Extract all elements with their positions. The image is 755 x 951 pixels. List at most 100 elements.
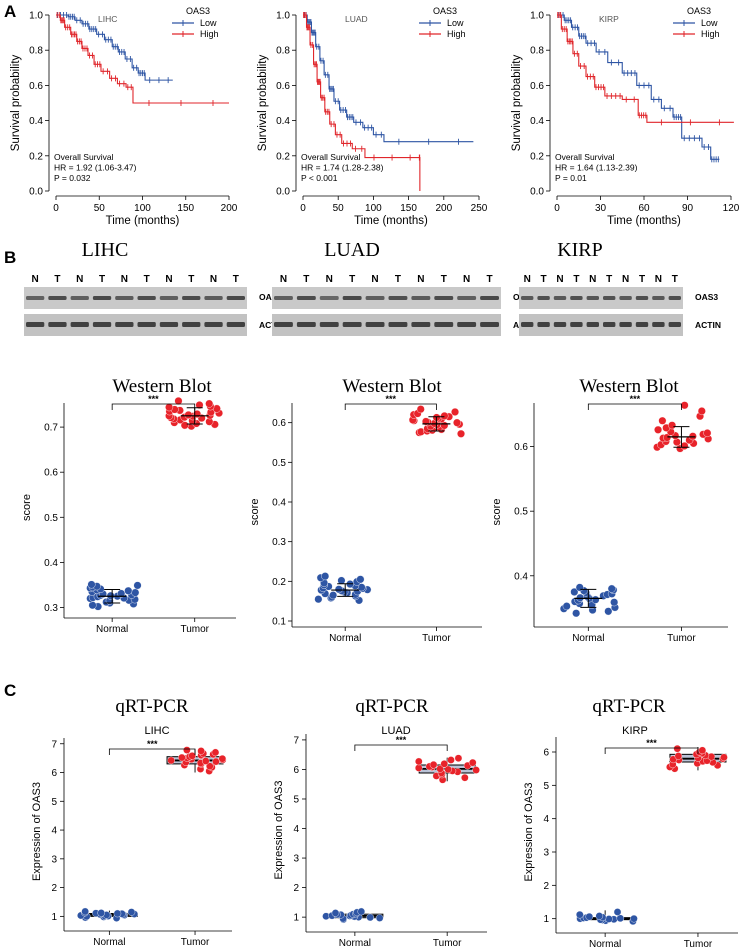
qrt-pcr-panels: qRT-PCR LIHC 1 2 3 4 5 6 7 Expression of OAS3 Norm… xyxy=(31,696,738,950)
legend-title: OAS3 xyxy=(687,6,711,16)
y-tick-label: 2 xyxy=(543,881,549,892)
data-point-tumor xyxy=(429,760,438,769)
data-point-normal xyxy=(576,593,585,602)
score-chart-0: Western Blot 0.3 0.4 0.5 0.6 0.7 score Normal Tu… xyxy=(21,376,236,635)
significance-label: *** xyxy=(630,394,641,404)
significance-label: *** xyxy=(386,394,397,404)
data-point-normal xyxy=(133,581,142,590)
data-point-normal xyxy=(366,913,375,922)
data-point-tumor xyxy=(440,411,449,420)
chart-title: qRT-PCR xyxy=(592,696,665,717)
oas3-band xyxy=(586,296,599,300)
y-tick-label: 0.2 xyxy=(530,151,544,162)
y-tick-label: 0.6 xyxy=(276,81,290,92)
stat-annotation: Overall Survival xyxy=(54,152,114,162)
data-point-tumor xyxy=(654,425,663,434)
data-point-tumor xyxy=(178,753,186,762)
lane-label: N xyxy=(622,274,629,285)
data-point-tumor xyxy=(454,754,463,763)
data-point-tumor xyxy=(195,401,204,410)
data-point-tumor xyxy=(451,407,460,416)
data-point-normal xyxy=(97,909,106,917)
data-point-tumor xyxy=(674,752,683,760)
x-tick-label: 150 xyxy=(177,203,194,214)
oas3-band xyxy=(553,296,567,300)
significance-bracket xyxy=(344,403,437,410)
data-point-tumor xyxy=(698,746,707,755)
y-tick-label: 3 xyxy=(51,854,57,865)
y-tick-label: 3 xyxy=(543,848,549,859)
panel-label-b: B xyxy=(4,248,16,267)
data-point-tumor xyxy=(461,773,469,782)
actin-band xyxy=(296,322,316,327)
y-axis-title: Expression of OAS3 xyxy=(273,780,285,879)
data-point-tumor xyxy=(201,757,210,765)
y-tick-label: 3 xyxy=(293,854,299,865)
actin-band xyxy=(457,322,477,327)
data-point-normal xyxy=(117,589,126,598)
actin-band xyxy=(619,322,632,327)
data-point-normal xyxy=(81,907,89,916)
oas3-strip xyxy=(24,287,247,309)
y-tick-label: 0.4 xyxy=(514,571,528,582)
oas3-band xyxy=(115,296,134,300)
chart-title: Western Blot xyxy=(342,376,442,397)
chart-subtitle: KIRP xyxy=(622,725,648,737)
data-point-tumor xyxy=(174,396,183,405)
x-tick-label-tumor: Tumor xyxy=(433,938,462,949)
data-point-normal xyxy=(613,908,622,916)
y-tick-label: 0.7 xyxy=(44,423,58,434)
oas3-band xyxy=(652,296,665,300)
y-tick-label: 0.2 xyxy=(272,577,286,588)
oas3-band xyxy=(480,296,499,300)
oas3-strip xyxy=(519,287,683,309)
actin-band xyxy=(342,322,362,327)
x-tick-label: 120 xyxy=(723,203,740,214)
x-tick-label-tumor: Tumor xyxy=(180,624,209,635)
data-point-tumor xyxy=(414,764,423,772)
actin-strip xyxy=(519,314,683,336)
data-point-tumor xyxy=(205,762,214,770)
y-tick-label: 7 xyxy=(51,739,57,750)
oas3-band xyxy=(434,296,454,300)
lane-label: N xyxy=(210,274,217,285)
lane-label: N xyxy=(121,274,128,285)
stat-annotation: HR = 1.92 (1.06-3.47) xyxy=(54,163,137,173)
data-point-tumor xyxy=(697,407,706,416)
blot-title: KIRP xyxy=(557,239,603,261)
data-point-tumor xyxy=(188,752,196,760)
stat-annotation: P = 0.01 xyxy=(555,173,587,183)
actin-band xyxy=(553,322,567,327)
y-tick-label: 0.6 xyxy=(514,442,528,453)
oas3-band xyxy=(388,296,408,300)
y-tick-label: 1.0 xyxy=(29,11,43,22)
data-point-normal xyxy=(570,587,579,596)
y-tick-label: 5 xyxy=(51,797,57,808)
y-tick-label: 5 xyxy=(543,781,549,792)
y-tick-label: 1.0 xyxy=(276,11,290,22)
y-tick-label: 0.4 xyxy=(276,116,290,127)
x-tick-label-normal: Normal xyxy=(96,624,128,635)
lane-label: T xyxy=(144,274,150,285)
cohort-label: LIHC xyxy=(98,14,117,24)
data-point-tumor xyxy=(472,766,480,774)
y-tick-label: 6 xyxy=(543,748,549,759)
oas3-band xyxy=(159,296,179,300)
x-tick-label: 100 xyxy=(134,203,151,214)
y-axis-title: Survival probability xyxy=(511,54,523,151)
significance-bracket xyxy=(108,748,196,755)
lane-label: T xyxy=(541,274,547,285)
y-axis-title: Survival probability xyxy=(257,54,269,151)
actin-band xyxy=(226,322,245,327)
data-point-tumor xyxy=(457,429,466,438)
y-tick-label: 0.3 xyxy=(44,603,58,614)
lane-label: T xyxy=(486,274,492,285)
actin-band xyxy=(586,322,599,327)
data-point-normal xyxy=(572,609,581,618)
lane-label: N xyxy=(463,274,470,285)
lane-label: T xyxy=(395,274,401,285)
actin-strip xyxy=(272,314,501,336)
y-tick-label: 1 xyxy=(543,914,549,925)
x-tick-label: 250 xyxy=(471,203,488,214)
y-tick-label: 2 xyxy=(293,883,299,894)
